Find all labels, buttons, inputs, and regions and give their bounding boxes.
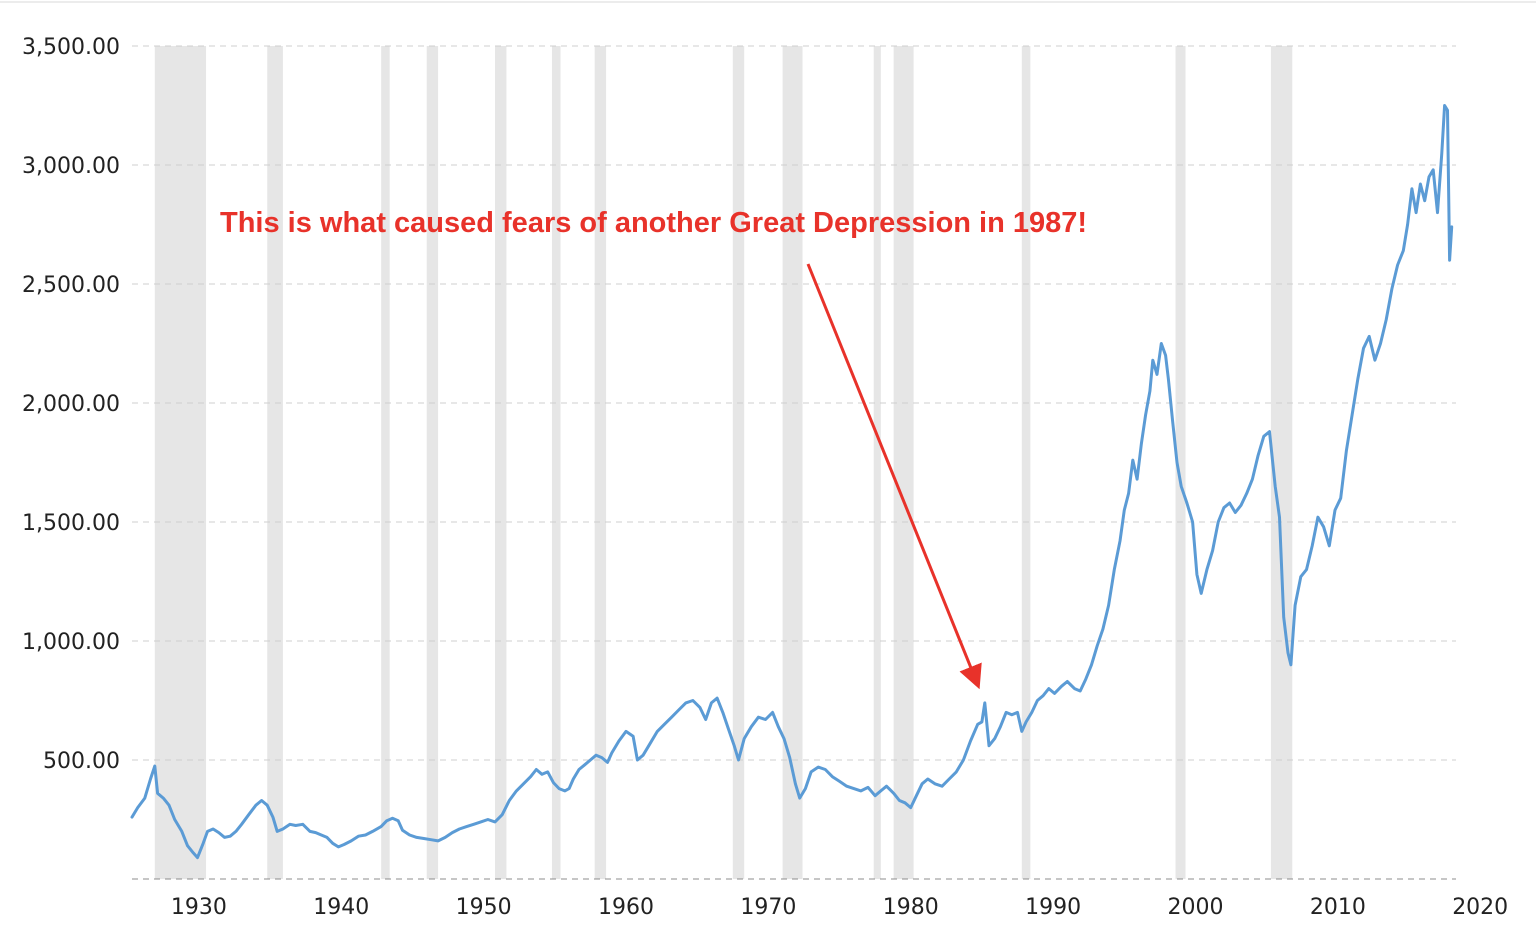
recession-band [1021, 46, 1031, 879]
recession-bands [154, 46, 1293, 879]
recession-band [1270, 46, 1293, 879]
recession-band [893, 46, 914, 879]
y-axis-ticks: 500.00 1,000.00 1,500.00 2,000.00 2,500.00 3,… [22, 35, 120, 774]
recession-band [732, 46, 745, 879]
recession-band [873, 46, 881, 879]
recession-band [426, 46, 439, 879]
recession-band [551, 46, 561, 879]
x-axis-ticks: 1930 1940 1950 1960 1970 1980 1990 2000 2010 2020 [171, 895, 1508, 920]
x-tick-label: 2010 [1310, 895, 1366, 920]
x-tick-label: 1980 [883, 895, 939, 920]
y-tick-label: 2,500.00 [22, 273, 120, 298]
y-tick-label: 3,500.00 [22, 35, 120, 60]
x-tick-label: 1970 [740, 895, 796, 920]
y-tick-label: 1,500.00 [22, 511, 120, 536]
recession-band [381, 46, 390, 879]
recession-band [154, 46, 207, 879]
y-tick-label: 2,000.00 [22, 392, 120, 417]
recession-band [495, 46, 507, 879]
y-tick-label: 3,000.00 [22, 154, 120, 179]
y-tick-label: 500.00 [43, 749, 120, 774]
x-tick-label: 1930 [171, 895, 227, 920]
recession-band [1175, 46, 1186, 879]
x-tick-label: 1950 [456, 895, 512, 920]
annotation-arrow [806, 263, 982, 690]
recession-band [782, 46, 803, 879]
gridlines [132, 45, 1456, 880]
x-tick-label: 2020 [1452, 895, 1508, 920]
x-tick-label: 1960 [598, 895, 654, 920]
x-tick-label: 1990 [1025, 895, 1081, 920]
y-tick-label: 1,000.00 [22, 630, 120, 655]
x-tick-label: 2000 [1167, 895, 1223, 920]
annotation-text: This is what caused fears of another Gre… [220, 207, 1087, 239]
series-line [130, 104, 1454, 860]
x-tick-label: 1940 [313, 895, 369, 920]
recession-band [594, 46, 607, 879]
recession-band [267, 46, 283, 879]
